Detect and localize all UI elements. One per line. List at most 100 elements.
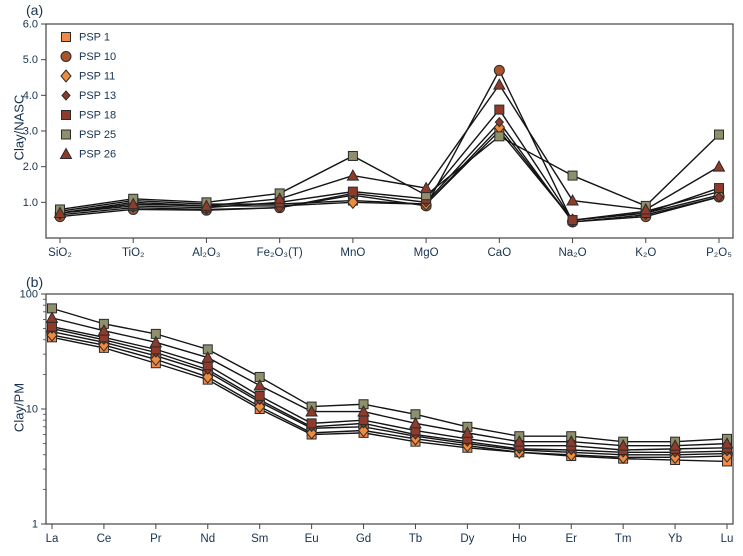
y-tick-label: 10 [26, 404, 38, 416]
series-line [59, 83, 720, 214]
marker-square [358, 415, 369, 426]
x-tick-label: Dy [460, 533, 474, 545]
x-tick-label: Al₂O₃ [192, 247, 221, 259]
panel-b-chart: 1 10 100 La Ce Pr Nd Sm Eu Gd Tb Dy Ho Er Tm Yb Lu [20, 289, 734, 545]
panel-b-y-axis-label: Clay/PM [11, 382, 27, 433]
marker-square [714, 183, 724, 194]
marker-triangle [668, 439, 682, 451]
x-tick-label: Ce [97, 533, 112, 545]
x-tick-label: Ho [512, 533, 527, 545]
marker-square [47, 321, 57, 332]
marker-triangle [149, 335, 163, 348]
marker-triangle [53, 206, 67, 219]
x-tick-label: Lu [721, 533, 734, 545]
series-line [59, 68, 720, 223]
panel-a-y-axis-label: Clay/NASC [11, 94, 27, 161]
panel-b-label: (b) [26, 274, 44, 290]
marker-square [61, 32, 71, 42]
marker-circle [60, 51, 72, 62]
panel-a: (a) Clay/NASC 1.0 2.0 3.0 4.0 5.0 6.0 SiO₂ TiO₂… [0, 0, 743, 264]
x-tick-label: P₂O₅ [706, 247, 732, 259]
x-tick-label: CaO [488, 247, 512, 259]
y-tick-label: 3.0 [23, 126, 38, 138]
marker-diamond [202, 370, 214, 384]
x-tick-label: Na₂O [558, 247, 586, 259]
marker-triangle [305, 405, 318, 417]
x-tick-label: Sm [251, 533, 268, 545]
marker-square [254, 390, 265, 401]
y-tick-label: 5.0 [23, 54, 38, 66]
marker-diamond [46, 328, 58, 342]
panel-a-chart: 1.0 2.0 3.0 4.0 5.0 6.0 SiO₂ TiO₂ Al₂O₃ Fe₂O₃(T) M… [23, 19, 734, 259]
x-tick-label: MgO [414, 247, 439, 259]
marker-triangle [712, 160, 726, 172]
y-tick-label: 2.0 [23, 161, 38, 173]
marker-diamond [305, 426, 318, 440]
x-tick-label: Tb [409, 533, 422, 545]
marker-square [306, 418, 317, 429]
x-tick-label: Fe₂O₃(T) [257, 247, 303, 259]
marker-square [61, 110, 71, 120]
x-tick-label: TiO₂ [122, 247, 145, 259]
series-line [59, 129, 720, 221]
marker-triangle [201, 351, 215, 363]
marker-circle [493, 64, 505, 76]
x-tick-label: Yb [668, 533, 682, 545]
marker-triangle [409, 416, 422, 429]
legend-label: PSP 18 [79, 110, 116, 122]
legend-label: PSP 26 [79, 149, 116, 161]
marker-diamond [357, 423, 370, 438]
x-tick-label: La [46, 533, 59, 545]
marker-square [567, 215, 578, 226]
marker-triangle [419, 181, 433, 194]
series-line [51, 327, 728, 454]
series-line [51, 334, 728, 459]
panel-a-label: (a) [26, 2, 44, 18]
marker-triangle [59, 147, 73, 159]
x-tick-label: Eu [305, 533, 319, 545]
marker-triangle [492, 78, 506, 90]
marker-diamond-small [61, 90, 71, 101]
marker-diamond [150, 352, 162, 367]
y-tick-label: 1 [32, 519, 38, 531]
marker-triangle [357, 405, 370, 417]
marker-triangle [566, 194, 579, 206]
y-tick-label: 1.0 [23, 197, 38, 209]
series-line [51, 307, 728, 443]
marker-square [714, 129, 724, 140]
marker-triangle [512, 435, 526, 447]
legend-label: PSP 13 [79, 90, 116, 102]
x-tick-label: Tm [615, 533, 632, 545]
marker-square [567, 170, 578, 181]
legend-label: PSP 11 [79, 71, 115, 83]
y-tick-label: 4.0 [23, 90, 38, 102]
marker-diamond [254, 399, 266, 414]
panel-b: (b) Clay/PM 1 10 100 La Ce Pr Nd Sm Eu Gd Tb Dy Ho Er… [0, 272, 743, 556]
marker-diamond-small [714, 191, 724, 203]
marker-triangle [564, 435, 578, 447]
x-tick-label: Er [565, 533, 577, 545]
x-tick-label: MnO [340, 247, 365, 259]
legend-label: PSP 1 [79, 32, 110, 44]
marker-diamond [60, 69, 72, 83]
x-tick-label: K₂O [635, 247, 656, 259]
x-tick-label: Gd [356, 533, 371, 545]
marker-triangle [461, 426, 474, 438]
marker-triangle [273, 192, 287, 204]
legend-label: PSP 25 [79, 129, 116, 141]
marker-triangle [126, 197, 140, 210]
marker-triangle [346, 169, 360, 181]
series-line [51, 331, 728, 456]
marker-square [347, 150, 358, 161]
x-tick-label: Pr [150, 533, 162, 545]
y-tick-label: 6.0 [23, 19, 38, 31]
x-tick-label: Nd [200, 533, 215, 545]
series-line [51, 317, 728, 447]
series-line [59, 108, 720, 221]
marker-square [347, 186, 358, 197]
marker-triangle [45, 311, 59, 323]
marker-square [494, 104, 505, 115]
marker-triangle [720, 437, 734, 449]
series-line [59, 120, 720, 223]
